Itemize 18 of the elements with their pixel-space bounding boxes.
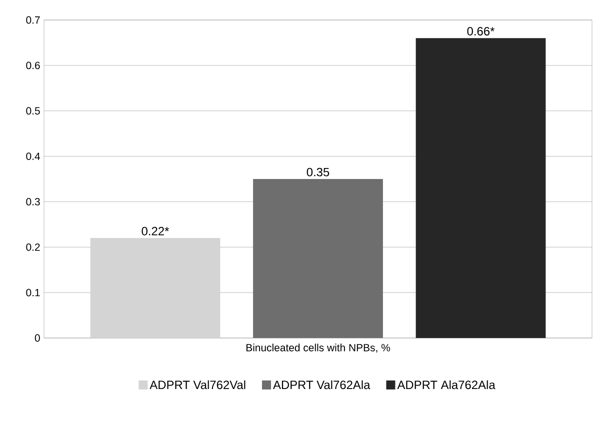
- bar: [253, 179, 383, 338]
- data-label: 0.66*: [467, 27, 495, 36]
- y-tick-label: 0.6: [26, 62, 40, 70]
- bar: [90, 238, 220, 338]
- data-label: 0.22*: [142, 226, 170, 236]
- legend-label: ADPRT Val762Ala: [273, 380, 370, 390]
- data-label: 0.35: [306, 168, 330, 176]
- y-tick-label: 0: [34, 334, 40, 342]
- y-tick-label: 0.7: [26, 16, 40, 24]
- legend-label: ADPRT Val762Val: [150, 380, 246, 390]
- y-tick-label: 0.2: [26, 243, 40, 251]
- y-tick-label: 0.1: [26, 288, 40, 296]
- y-tick-label: 0.4: [26, 152, 40, 160]
- legend-label: ADPRT Ala762Ala: [397, 380, 496, 390]
- bar: [416, 38, 546, 338]
- y-tick-label: 0.5: [26, 107, 40, 115]
- x-tick-label: Binucleated cells with NPBs, %: [246, 344, 390, 353]
- y-tick-label: 0.3: [26, 198, 40, 206]
